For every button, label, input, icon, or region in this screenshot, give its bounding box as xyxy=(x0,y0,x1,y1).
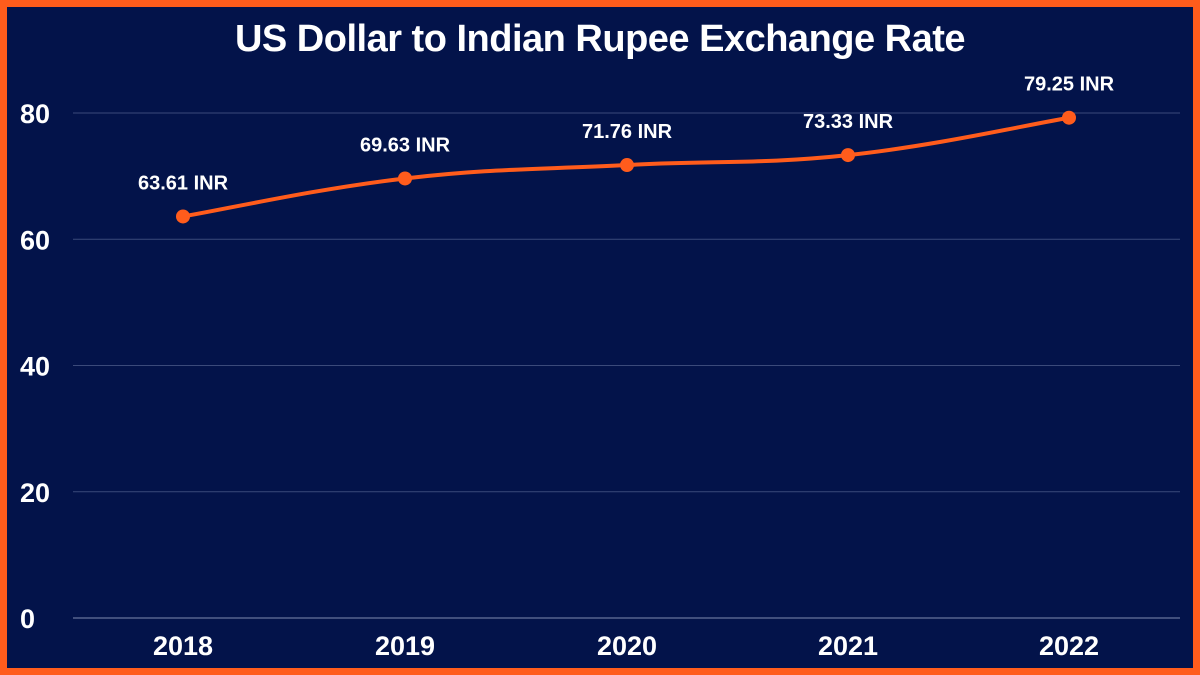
data-label: 73.33 INR xyxy=(803,111,894,133)
x-tick-label: 2018 xyxy=(153,631,213,661)
y-tick-label: 40 xyxy=(20,352,50,382)
chart-title: US Dollar to Indian Rupee Exchange Rate xyxy=(234,18,966,60)
data-label: 69.63 INR xyxy=(360,134,451,156)
y-tick-label: 60 xyxy=(20,225,50,255)
x-tick-label: 2020 xyxy=(597,631,657,661)
data-point xyxy=(398,171,412,186)
y-tick-label: 80 xyxy=(20,99,50,129)
data-label: 63.61 INR xyxy=(138,172,229,194)
data-label: 71.76 INR xyxy=(582,121,673,143)
y-tick-label: 0 xyxy=(20,604,35,634)
x-tick-label: 2019 xyxy=(375,631,435,661)
data-label: 79.25 INR xyxy=(1024,74,1115,96)
x-tick-label: 2022 xyxy=(1039,631,1099,661)
x-tick-label: 2021 xyxy=(818,631,878,661)
y-tick-label: 20 xyxy=(20,478,50,508)
data-point xyxy=(841,148,855,163)
data-point xyxy=(1062,110,1076,125)
data-point xyxy=(620,158,634,173)
chart-background xyxy=(7,7,1193,668)
data-point xyxy=(176,209,190,224)
